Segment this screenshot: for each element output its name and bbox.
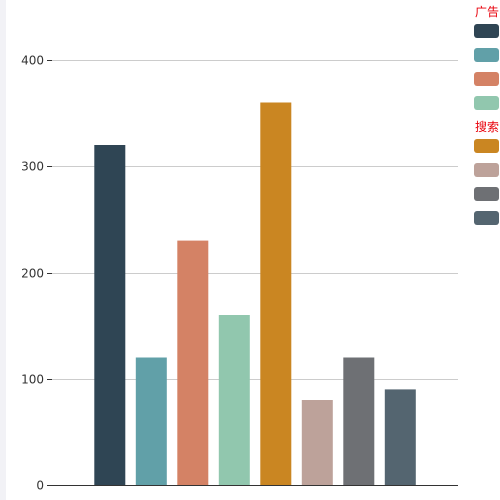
legend-swatch-series-5[interactable] bbox=[474, 139, 499, 153]
legend-swatch-series-3[interactable] bbox=[474, 72, 499, 86]
bar-series-7[interactable] bbox=[343, 357, 375, 486]
bar-series-4[interactable] bbox=[218, 315, 250, 485]
y-tick-label: 300 bbox=[21, 160, 44, 174]
y-tick-label: 0 bbox=[36, 479, 44, 493]
bar-series-1[interactable] bbox=[94, 145, 126, 485]
y-tick-label: 100 bbox=[21, 373, 44, 387]
bar-series-3[interactable] bbox=[177, 240, 209, 485]
legend-swatch-series-7[interactable] bbox=[474, 187, 499, 201]
bar-series-6[interactable] bbox=[301, 400, 333, 485]
bar-series-8[interactable] bbox=[384, 389, 416, 485]
legend-swatch-series-1[interactable] bbox=[474, 24, 499, 38]
left-edge-strip bbox=[0, 0, 6, 500]
legend-swatch-series-2[interactable] bbox=[474, 48, 499, 62]
bar-series-5[interactable] bbox=[260, 102, 292, 486]
bar-series-2[interactable] bbox=[135, 357, 167, 486]
y-tick-label: 400 bbox=[21, 54, 44, 68]
bars bbox=[94, 102, 416, 486]
y-tick-label: 200 bbox=[21, 267, 44, 281]
legend-swatch-series-8[interactable] bbox=[474, 211, 499, 225]
y-axis-ticks: 0 100 200 300 400 bbox=[21, 54, 52, 493]
legend-group-title: 广告 bbox=[475, 5, 499, 19]
legend-group-title: 搜索 bbox=[475, 119, 499, 134]
legend-swatch-series-4[interactable] bbox=[474, 96, 499, 110]
legend-swatch-series-6[interactable] bbox=[474, 163, 499, 177]
